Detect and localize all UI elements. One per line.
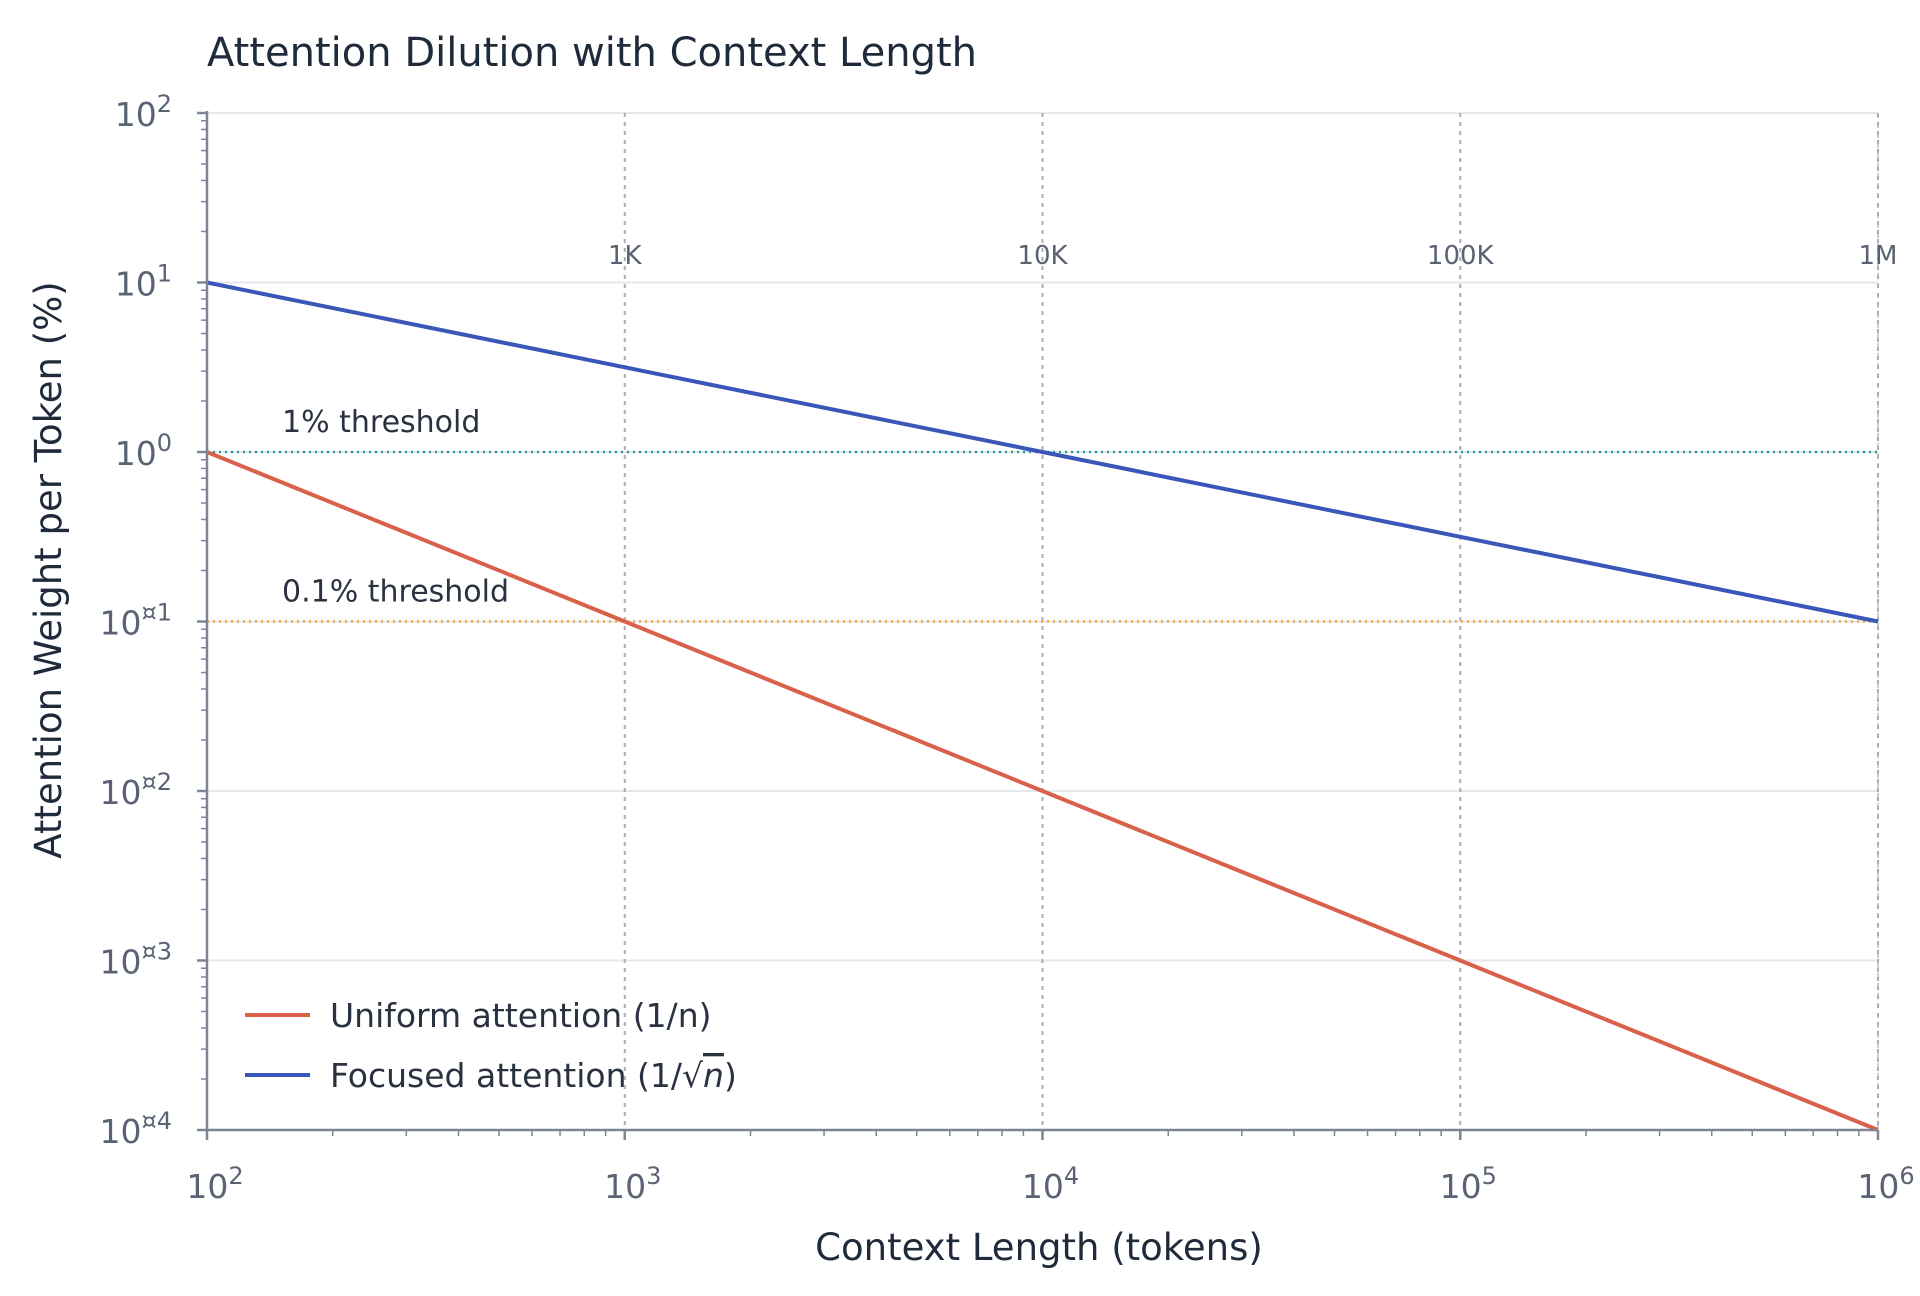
x-tick-label: 103: [604, 1162, 661, 1206]
y-tick-base: 10: [115, 265, 157, 304]
x-tick-exponent: 2: [228, 1162, 243, 1190]
y-tick-base: 10: [99, 773, 141, 812]
x-tick-label: 104: [1022, 1162, 1079, 1206]
y-tick-label: 10¤1: [99, 599, 172, 643]
reference-line-label: 1M: [1859, 241, 1898, 271]
y-tick-base: 10: [115, 434, 157, 473]
y-tick-exponent: 1: [157, 260, 172, 288]
x-tick-base: 10: [1440, 1167, 1482, 1206]
axes: [197, 111, 1880, 1140]
reference-line-label: 1K: [608, 241, 643, 271]
reference-line-label: 10K: [1017, 241, 1068, 271]
y-tick-label: 10¤2: [99, 768, 172, 812]
x-tick-exponent: 3: [646, 1162, 661, 1190]
y-tick-base: 10: [99, 604, 141, 643]
y-tick-label: 100: [115, 429, 172, 473]
x-tick-label: 106: [1857, 1162, 1914, 1206]
series-lines: [206, 280, 1879, 1132]
x-tick-exponent: 6: [1899, 1162, 1914, 1190]
y-tick-exponent: ¤1: [141, 599, 172, 627]
x-axis-title: Context Length (tokens): [815, 1226, 1263, 1269]
y-tick-base: 10: [115, 95, 157, 134]
legend-entry-0: Uniform attention (1/n): [330, 996, 711, 1035]
legend-label-suffix: ): [724, 1056, 737, 1095]
threshold-label: 0.1% threshold: [282, 575, 509, 610]
legend-label-math: n: [703, 1056, 724, 1095]
legend: Uniform attention (1/n)Focused attention…: [245, 996, 737, 1095]
legend-label-prefix: Focused attention (1/: [330, 1056, 683, 1095]
x-tick-label: 102: [186, 1162, 243, 1206]
y-tick-base: 10: [99, 1112, 141, 1151]
y-tick-label: 10¤3: [99, 938, 172, 982]
y-tick-label: 102: [115, 90, 172, 134]
threshold-lines: 1% threshold 0.1% threshold: [207, 400, 1878, 623]
legend-label-prefix: Uniform attention (1/: [330, 996, 679, 1035]
legend-label-suffix: n): [678, 996, 712, 1035]
reference-line-label: 100K: [1427, 241, 1495, 271]
x-tick-base: 10: [1857, 1167, 1899, 1206]
threshold-label: 1% threshold: [282, 405, 480, 440]
x-tick-base: 10: [186, 1167, 228, 1206]
x-tick-label: 105: [1440, 1162, 1497, 1206]
legend-radical: √: [682, 1056, 704, 1095]
y-tick-exponent: ¤3: [141, 938, 172, 966]
y-tick-label: 101: [115, 260, 172, 304]
series-line-0: [206, 450, 1879, 1132]
legend-entry-1: Focused attention (1/√n): [330, 1056, 737, 1095]
y-tick-exponent: ¤4: [141, 1107, 172, 1135]
y-tick-label: 10¤4: [99, 1107, 172, 1151]
series-line-1: [206, 280, 1879, 624]
y-tick-base: 10: [99, 943, 141, 982]
y-tick-exponent: 0: [157, 429, 172, 457]
y-axis-title: Attention Weight per Token (%): [27, 281, 70, 858]
x-tick-base: 10: [604, 1167, 646, 1206]
x-tick-exponent: 5: [1482, 1162, 1497, 1190]
y-tick-exponent: ¤2: [141, 768, 172, 796]
y-tick-exponent: 2: [157, 90, 172, 118]
x-tick-base: 10: [1022, 1167, 1064, 1206]
chart-title: Attention Dilution with Context Length: [207, 30, 977, 76]
x-tick-exponent: 4: [1064, 1162, 1079, 1190]
